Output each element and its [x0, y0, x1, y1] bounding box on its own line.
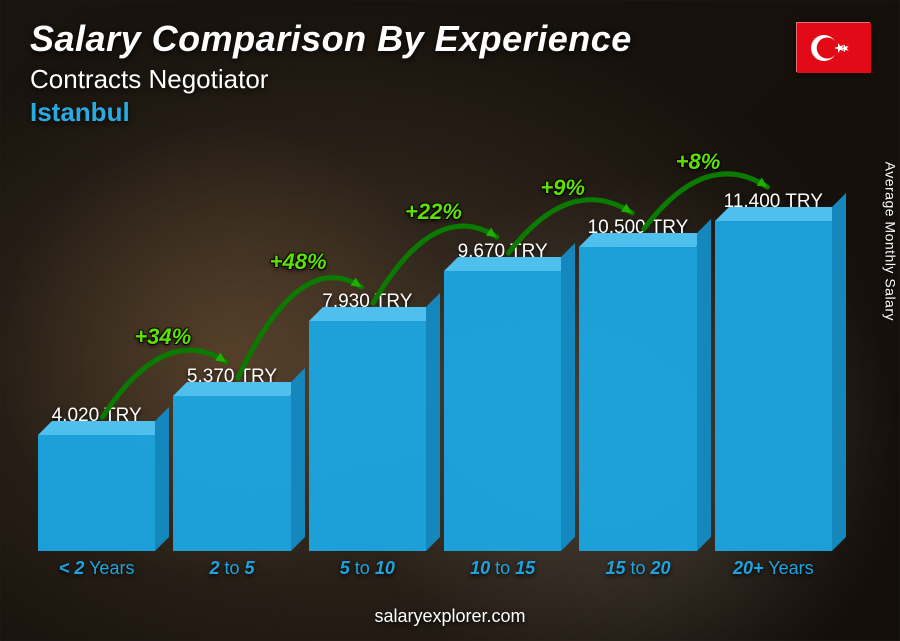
chart-title: Salary Comparison By Experience	[30, 18, 870, 60]
bar-col: 9,670 TRY	[444, 241, 561, 551]
bar	[173, 396, 290, 551]
pct-increase-label: +22%	[405, 199, 462, 225]
x-axis: < 2 Years 2 to 5 5 to 10 10 to 15 15 to 20 20…	[30, 558, 840, 579]
x-axis-label: 2 to 5	[173, 558, 290, 579]
y-axis-label: Average Monthly Salary	[882, 161, 898, 320]
bar-col: 7,930 TRY	[309, 291, 426, 551]
bar	[38, 435, 155, 551]
bar-col: 4,020 TRY	[38, 405, 155, 551]
turkey-flag-icon	[796, 22, 870, 72]
x-axis-label: 15 to 20	[579, 558, 696, 579]
chart-city: Istanbul	[30, 97, 870, 128]
pct-increase-label: +48%	[270, 249, 327, 275]
footer-link: salaryexplorer.com	[0, 606, 900, 627]
x-axis-label: < 2 Years	[38, 558, 155, 579]
pct-increase-label: +9%	[540, 175, 585, 201]
bar	[715, 221, 832, 551]
pct-increase-label: +34%	[134, 324, 191, 350]
header: Salary Comparison By Experience Contract…	[30, 18, 870, 128]
bar-col: 5,370 TRY	[173, 366, 290, 551]
bar	[579, 247, 696, 551]
pct-increase-label: +8%	[676, 149, 721, 175]
bar	[444, 271, 561, 551]
salary-chart: 4,020 TRY5,370 TRY7,930 TRY9,670 TRY10,5…	[30, 150, 840, 579]
bar-col: 11,400 TRY	[715, 191, 832, 551]
chart-subtitle: Contracts Negotiator	[30, 64, 870, 95]
bar	[309, 321, 426, 551]
x-axis-label: 10 to 15	[444, 558, 561, 579]
bar-col: 10,500 TRY	[579, 217, 696, 551]
x-axis-label: 20+ Years	[715, 558, 832, 579]
x-axis-label: 5 to 10	[309, 558, 426, 579]
bar-container: 4,020 TRY5,370 TRY7,930 TRY9,670 TRY10,5…	[30, 181, 840, 551]
